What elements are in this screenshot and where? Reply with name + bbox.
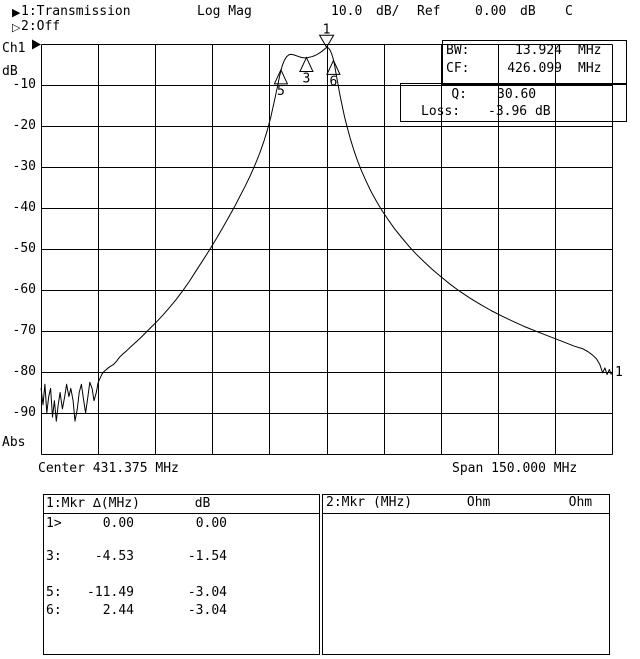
marker-db: -1.54	[187, 549, 227, 564]
marker-5-triangle-icon	[273, 68, 289, 85]
y-tick-label: -10	[12, 77, 36, 92]
loss-value: -3.96 dB	[488, 104, 551, 119]
marker-table-ch1-header: 1:Mkr ∆(MHz) dB	[46, 496, 211, 511]
y-tick-label: -40	[12, 200, 36, 215]
marker-3-triangle-icon	[299, 56, 314, 73]
y-tick-label: -20	[12, 118, 36, 133]
channel2-inactive-icon: ▷	[12, 21, 21, 34]
ref-unit: dB	[520, 4, 536, 19]
marker-db: -3.04	[187, 603, 227, 618]
marker-id: 1>	[46, 516, 62, 531]
trace-ch1	[40, 46, 613, 422]
marker-db: 0.00	[195, 516, 227, 531]
marker-5-label: 5	[277, 84, 285, 99]
loss-label: Loss:	[421, 104, 461, 119]
bw-unit: MHz	[578, 43, 602, 58]
graticule	[41, 44, 613, 455]
bandwidth-readout-box	[442, 40, 627, 85]
marker-1-triangle-icon	[318, 34, 335, 49]
marker-table-row: 1> 0.00 0.00	[0, 516, 320, 531]
marker-table-row: 6: 2.44 -3.04	[0, 603, 320, 618]
y-axis-unit-label: dB	[2, 64, 18, 79]
marker-delta-mhz: 0.00	[102, 516, 134, 531]
cf-label: CF:	[446, 61, 470, 76]
bw-label: BW:	[446, 43, 470, 58]
scale-per-div-value: 10.0	[331, 4, 363, 19]
y-tick-label: -30	[12, 159, 36, 174]
channel2-measurement-label: 2:Off	[21, 19, 61, 34]
bw-value: 13.924	[515, 43, 562, 58]
marker-table-ch2-header: 2:Mkr (MHz) Ohm Ohm	[326, 495, 593, 510]
marker-table-ch1-header-rule	[43, 513, 320, 514]
marker-table-row: 3: -4.53 -1.54	[0, 549, 320, 564]
span-label: Span 150.000 MHz	[452, 461, 578, 476]
marker-delta-mhz: -4.53	[94, 549, 134, 564]
cf-value: 426.099	[507, 61, 562, 76]
calibration-flag: C	[565, 4, 573, 19]
marker-table-ch1	[43, 494, 320, 655]
marker-delta-mhz: -11.49	[87, 585, 134, 600]
marker-table-ch2-header-rule	[322, 513, 610, 514]
reference-level-arrow-icon	[32, 39, 41, 50]
q-loss-readout-box	[400, 83, 627, 122]
format-label: Log Mag	[197, 4, 252, 19]
marker-delta-mhz: 2.44	[102, 603, 134, 618]
marker-3-label: 3	[303, 72, 311, 87]
channel1-active-icon: ▶	[12, 6, 21, 19]
y-tick-label: -90	[12, 405, 36, 420]
marker-table-ch2	[322, 494, 610, 655]
marker-1-label: 1	[323, 22, 331, 37]
y-tick-label: -80	[12, 364, 36, 379]
ref-label: Ref	[417, 4, 441, 19]
marker-6-triangle-icon	[326, 59, 341, 75]
trace-number-label: 1	[615, 365, 623, 380]
marker-db: -3.04	[187, 585, 227, 600]
center-frequency-label: Center 431.375 MHz	[38, 461, 179, 476]
y-tick-label: -60	[12, 282, 36, 297]
ref-value: 0.00	[475, 4, 507, 19]
marker-id: 3:	[46, 549, 62, 564]
q-label: Q:	[451, 87, 467, 102]
y-tick-label: -70	[12, 323, 36, 338]
y-axis-abs-label: Abs	[2, 435, 26, 450]
channel1-measurement-label: 1:Transmission	[21, 4, 131, 19]
marker-id: 5:	[46, 585, 62, 600]
q-value: 30.60	[497, 87, 537, 102]
marker-6-label: 6	[330, 74, 338, 89]
marker-id: 6:	[46, 603, 62, 618]
y-axis-channel-label: Ch1	[2, 41, 26, 56]
cf-unit: MHz	[578, 61, 602, 76]
marker-table-row: 5: -11.49 -3.04	[0, 585, 320, 600]
y-tick-label: -50	[12, 241, 36, 256]
scale-per-div-unit: dB/	[376, 4, 400, 19]
